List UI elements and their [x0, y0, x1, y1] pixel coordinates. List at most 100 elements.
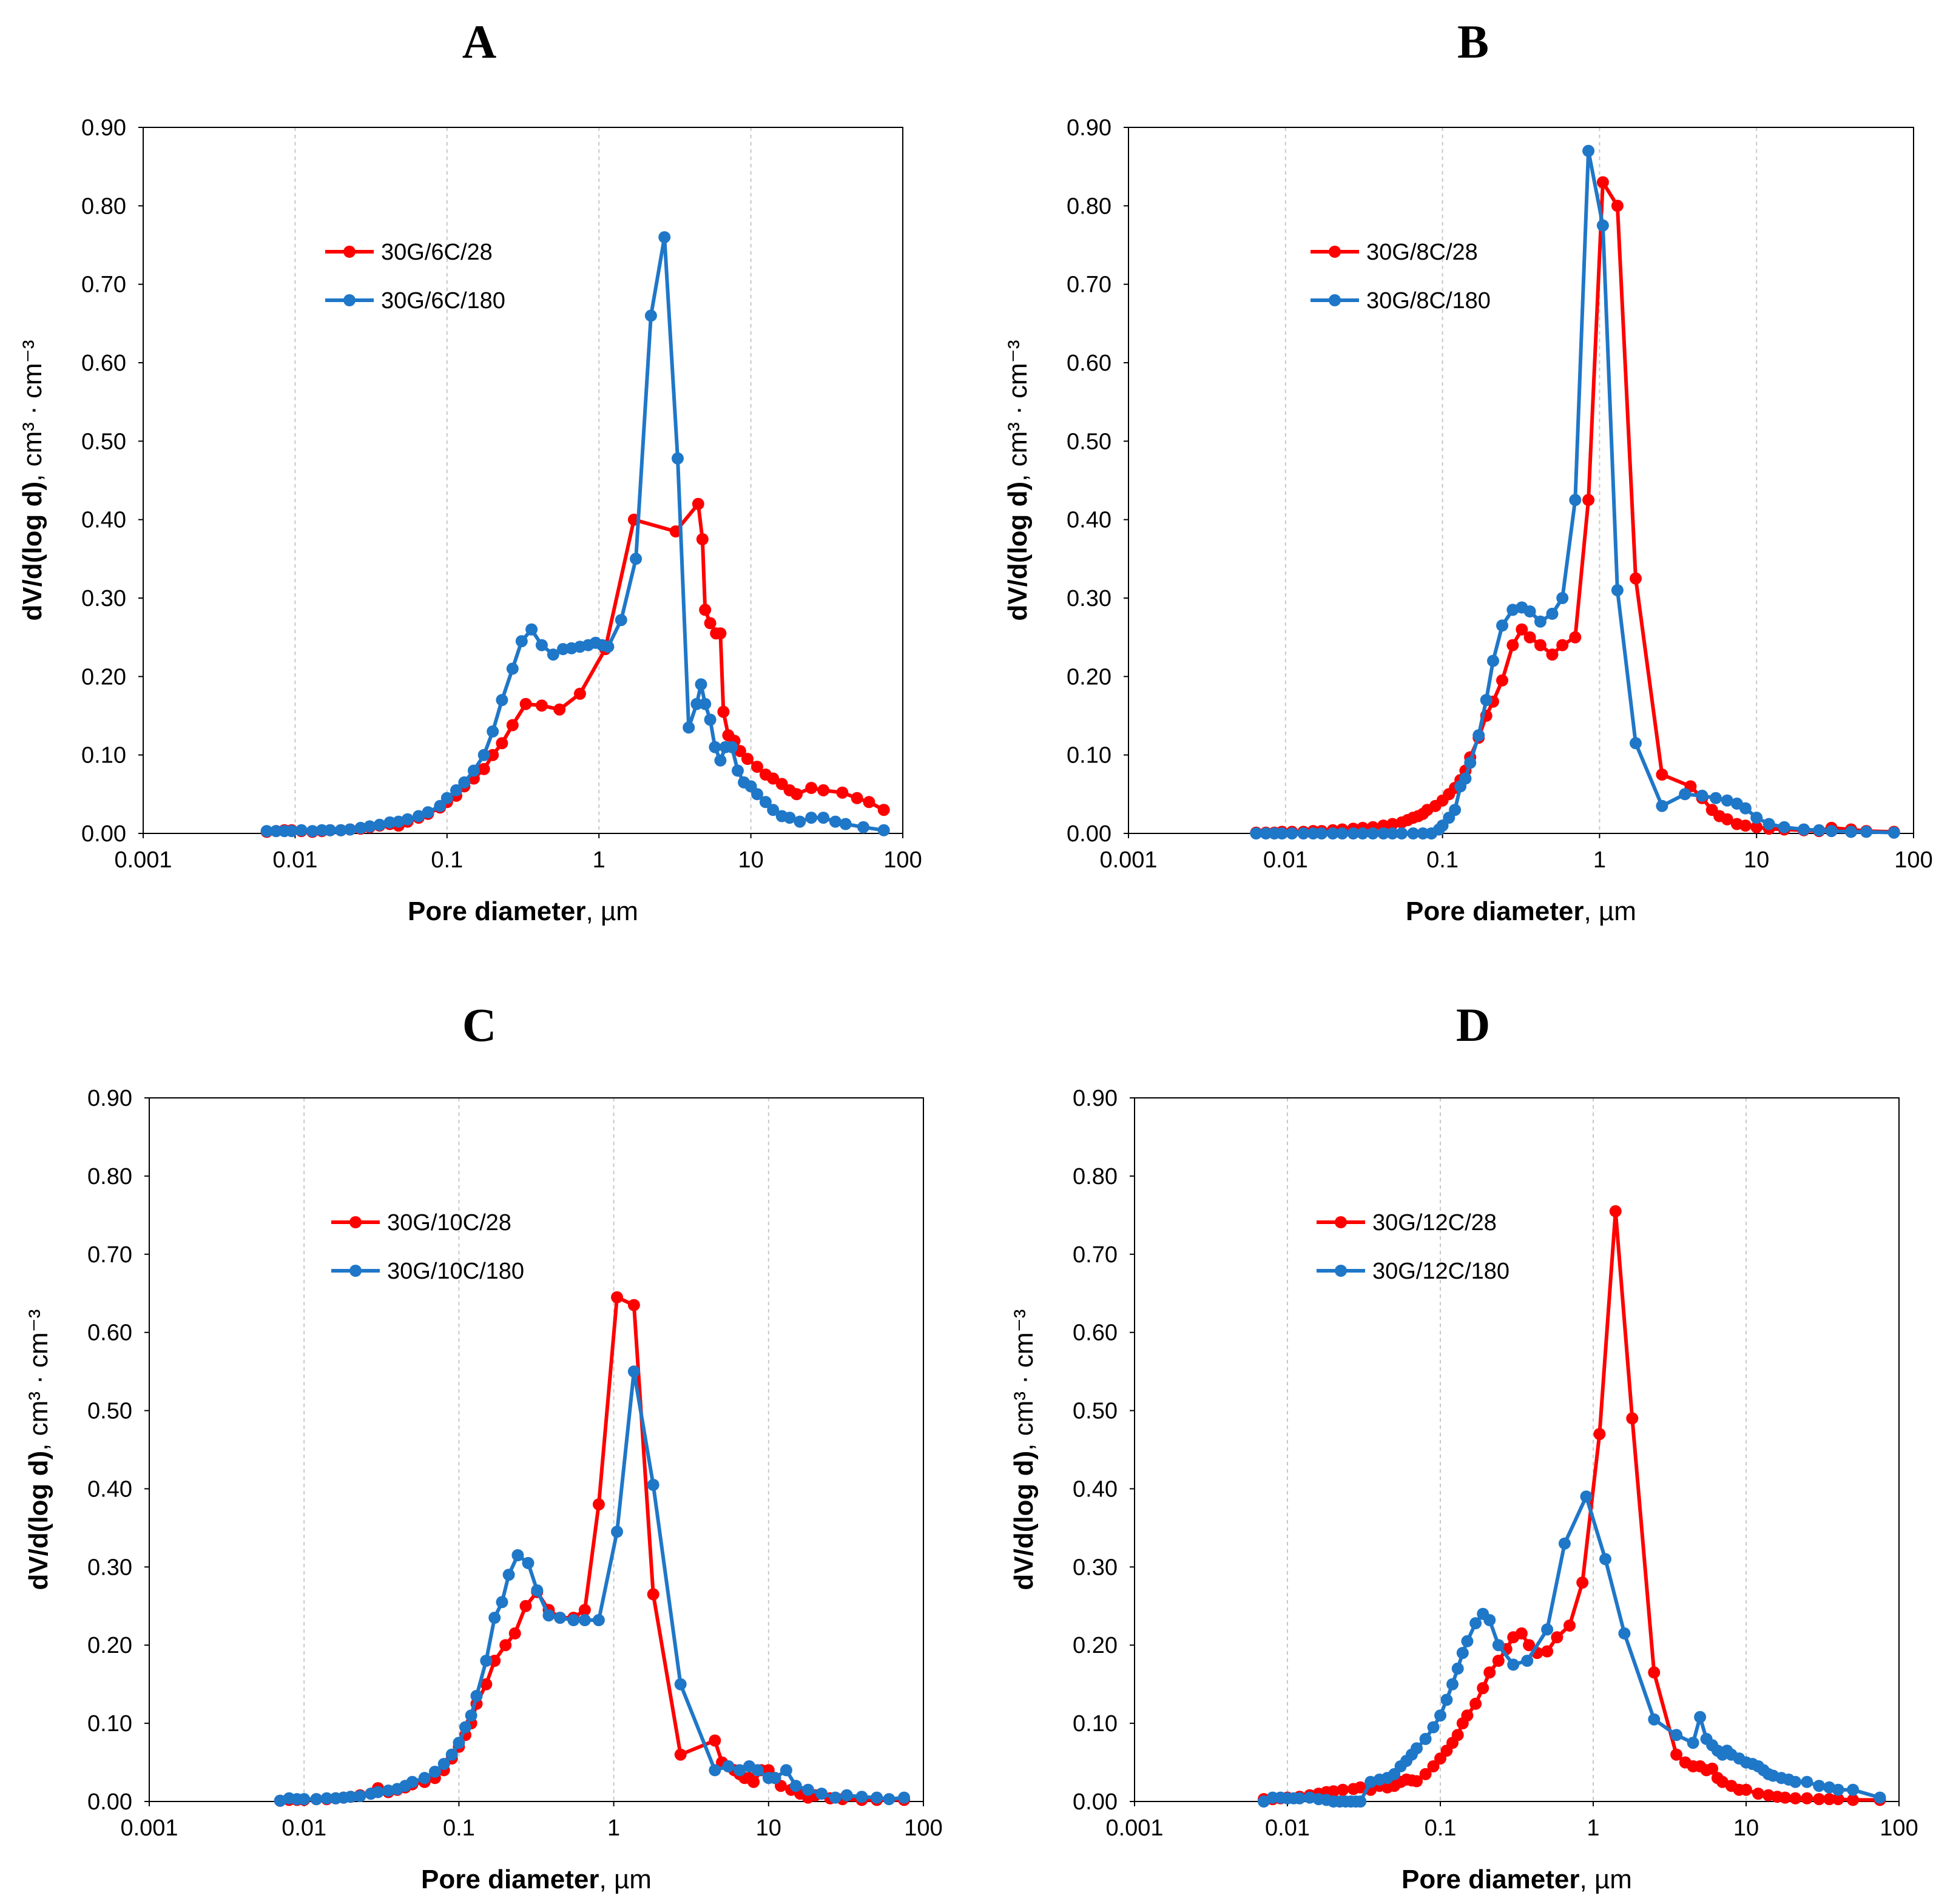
x-tick-label: 0.1 [431, 847, 463, 873]
data-point [1483, 1614, 1496, 1626]
data-point [487, 748, 499, 761]
y-tick-label: 0.70 [87, 1242, 132, 1268]
y-axis-label: dV/d(log d), cm³ · cm⁻³ [24, 1309, 53, 1590]
data-point [480, 1655, 493, 1667]
data-point [535, 699, 548, 712]
data-point [1419, 1768, 1432, 1780]
data-point [1492, 1639, 1505, 1652]
data-point [1801, 1792, 1813, 1805]
y-axis-label-unit: , cm³ · cm⁻³ [1003, 340, 1033, 481]
legend-marker [1335, 1216, 1347, 1228]
data-point [1696, 789, 1708, 802]
data-point [1377, 827, 1390, 839]
y-tick-label: 0.40 [1067, 508, 1111, 533]
data-point [769, 1772, 781, 1785]
plot-area [143, 127, 903, 834]
y-tick-label: 0.80 [87, 1164, 132, 1189]
data-point [1569, 631, 1582, 644]
data-point [1813, 824, 1826, 836]
data-point [1874, 1791, 1886, 1804]
data-point [324, 824, 337, 836]
data-point [815, 1788, 828, 1800]
legend: 30G/6C/28 30G/6C/180 [325, 240, 505, 314]
x-axis-label-name: Pore diameter [1406, 896, 1584, 926]
data-point [320, 1792, 333, 1805]
data-point [692, 497, 704, 510]
data-point [1556, 639, 1569, 651]
data-point [1427, 1760, 1440, 1772]
data-point [499, 1639, 512, 1652]
data-point [1449, 804, 1462, 816]
data-point [428, 1766, 441, 1778]
x-axis-label: Pore diameter, µm [408, 896, 638, 926]
data-point [877, 824, 890, 836]
data-point [1779, 1791, 1792, 1804]
data-point [1626, 1412, 1639, 1425]
data-point [453, 1737, 465, 1749]
data-point [805, 812, 818, 824]
data-point [674, 1678, 687, 1690]
data-point [747, 1775, 760, 1788]
data-point [496, 737, 508, 750]
data-point [1648, 1713, 1661, 1726]
data-point [1327, 1785, 1340, 1798]
y-axis-label: dV/d(log d), cm³ · cm⁻³ [1003, 340, 1033, 621]
data-point [487, 725, 499, 738]
data-point [1845, 826, 1857, 838]
y-axis-label-unit: , cm³ · cm⁻³ [1009, 1309, 1039, 1450]
data-point [1534, 639, 1547, 651]
y-tick-label: 0.40 [81, 508, 126, 533]
data-point [1813, 1780, 1826, 1792]
data-point [1354, 1781, 1367, 1794]
plot-area [1134, 1097, 1900, 1802]
data-point [285, 825, 298, 838]
data-point [1847, 1794, 1860, 1806]
x-axis-label: Pore diameter, µm [1406, 896, 1636, 926]
data-point [437, 1758, 450, 1771]
y-tick-label: 0.00 [1073, 1789, 1118, 1815]
data-point [741, 753, 754, 765]
x-axis-label: Pore diameter, µm [421, 1865, 652, 1894]
x-tick-label: 100 [1894, 847, 1932, 873]
data-point [310, 1793, 323, 1806]
data-point [817, 812, 830, 824]
series-blue [260, 231, 890, 838]
data-point [829, 815, 842, 828]
legend-marker [1329, 246, 1341, 258]
x-tick-label: 10 [1733, 1815, 1759, 1841]
data-point [726, 741, 738, 753]
data-point [496, 694, 508, 707]
data-point [535, 639, 548, 651]
data-point [1294, 1792, 1306, 1805]
series-blue [1250, 144, 1900, 839]
data-point [1440, 1694, 1453, 1706]
x-tick-label: 100 [904, 1815, 942, 1841]
data-point [1656, 799, 1668, 812]
data-point [1630, 737, 1642, 750]
x-tick-label: 100 [883, 847, 922, 873]
data-point [1813, 1793, 1826, 1806]
y-tick-label: 0.10 [87, 1711, 132, 1737]
legend: 30G/12C/28 30G/12C/180 [1317, 1210, 1509, 1284]
data-point [459, 1721, 471, 1734]
x-tick-label: 100 [1880, 1815, 1918, 1841]
y-tick-label: 0.30 [1067, 586, 1111, 611]
data-point [1386, 827, 1399, 839]
chart-panel-c: C 0.001 0.01 0.1 1 10 100 0.00 0.10 0.20 0.30 0.40 0… [24, 998, 943, 1894]
data-point [767, 772, 780, 785]
data-point [1721, 813, 1733, 826]
data-point [450, 784, 462, 796]
data-point [794, 815, 806, 828]
data-point [1276, 827, 1288, 839]
x-axis-label-unit: , µm [599, 1865, 652, 1894]
data-point [1357, 827, 1369, 839]
x-axis-label-name: Pore diameter [408, 896, 585, 926]
chart-panel-a: A 0.001 0.01 0.1 1 10 100 0.00 0.10 0.20 0.30 0.40 0… [18, 15, 922, 926]
x-tick-label: 1 [1587, 1815, 1599, 1841]
data-point [506, 719, 519, 732]
data-point [1260, 827, 1272, 839]
data-point [1354, 1795, 1367, 1808]
y-tick-label: 0.20 [81, 664, 126, 690]
data-point [1596, 219, 1609, 232]
data-point [531, 1584, 544, 1596]
